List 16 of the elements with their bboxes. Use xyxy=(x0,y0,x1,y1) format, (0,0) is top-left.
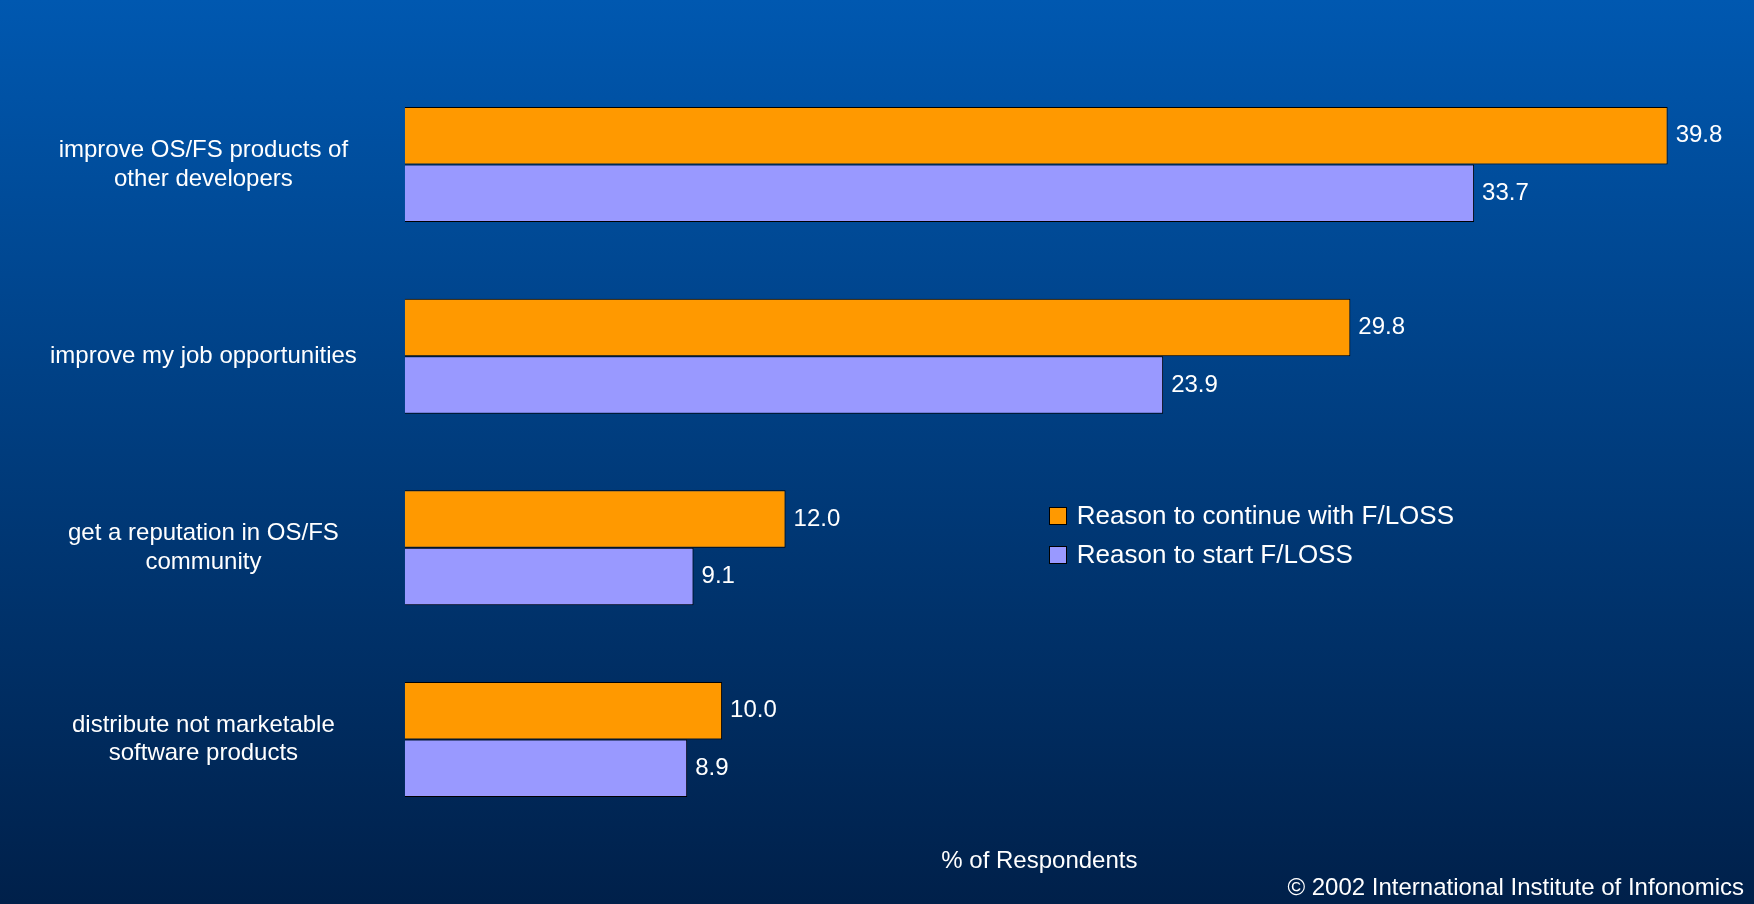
y-tick-label: improve my job opportunities xyxy=(50,340,357,368)
text: © 2002 International Institute of Infonomics xyxy=(1287,872,1744,900)
text: Reason to continue with F/LOSS xyxy=(1076,500,1454,531)
y-tick-label: distribute not marketable software products xyxy=(72,709,335,766)
legend-label: Reason to start F/LOSS xyxy=(1076,539,1353,570)
y-tick-label: improve OS/FS products of other developers xyxy=(58,134,349,191)
data-label: 9.1 xyxy=(701,561,735,589)
data-label: 39.8 xyxy=(1675,120,1723,148)
data-label: 8.9 xyxy=(695,752,729,780)
y-tick-label: get a reputation in OS/FS community xyxy=(67,518,339,574)
data-label: 10.0 xyxy=(730,695,777,723)
data-label: 33.7 xyxy=(1482,177,1529,205)
x-axis-title: % of Respondents xyxy=(941,846,1138,874)
data-label: 29.8 xyxy=(1358,312,1406,340)
data-label: 23.9 xyxy=(1171,369,1218,397)
data-label: 12.0 xyxy=(793,503,841,531)
